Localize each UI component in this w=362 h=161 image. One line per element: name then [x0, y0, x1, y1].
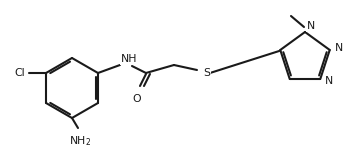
Text: O: O [132, 94, 141, 104]
Text: NH: NH [121, 54, 138, 64]
Text: Cl: Cl [14, 68, 25, 78]
Text: S: S [203, 68, 210, 78]
Text: NH$_2$: NH$_2$ [69, 134, 91, 148]
Text: N: N [335, 43, 343, 53]
Text: N: N [325, 76, 333, 86]
Text: N: N [307, 21, 315, 31]
